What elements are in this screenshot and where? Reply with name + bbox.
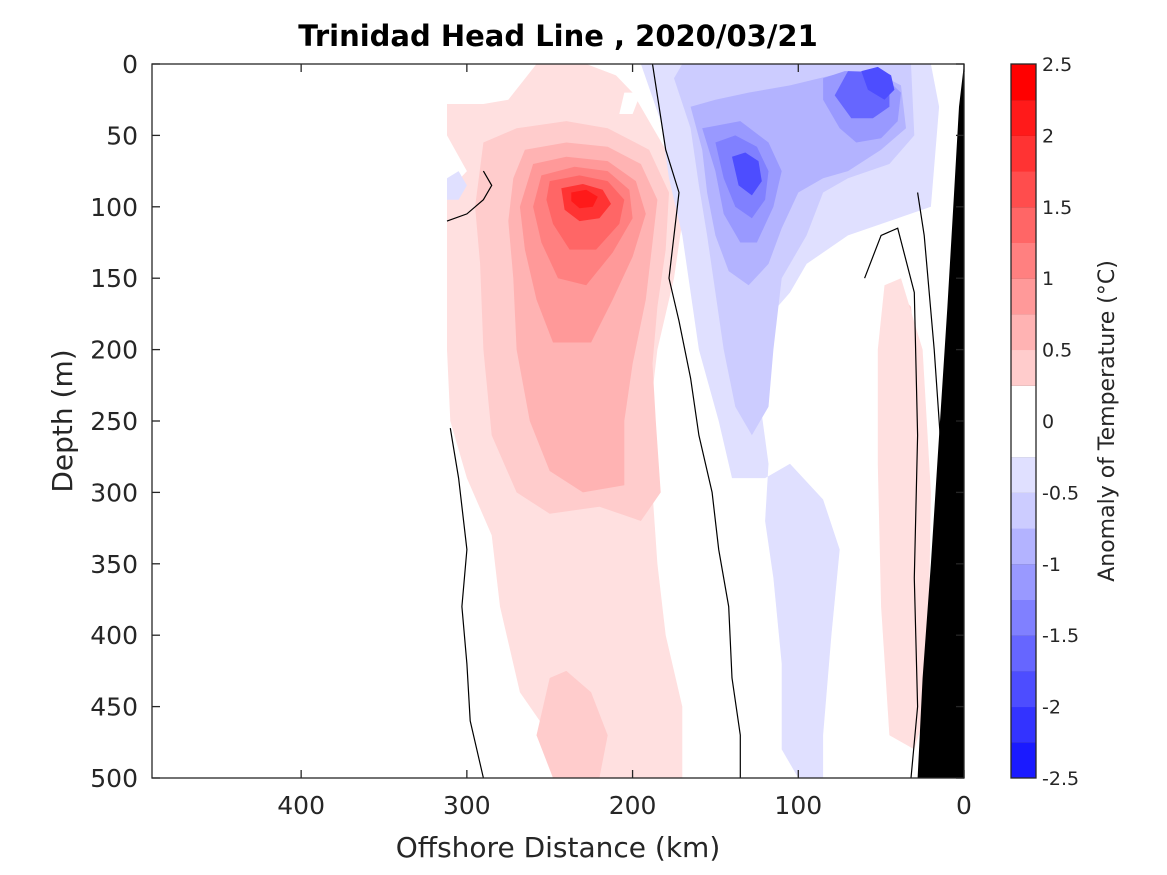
zero-contour-line-2 <box>449 428 484 778</box>
colorbar-swatch <box>1011 349 1036 386</box>
y-tick-label: 150 <box>90 264 138 293</box>
anomaly-field <box>447 64 940 778</box>
colorbar-tick-label: -2.5 <box>1042 768 1079 790</box>
x-tick-label: 400 <box>277 791 325 820</box>
anomaly-region-warm-7 <box>571 189 598 209</box>
x-tick-label: 100 <box>774 791 822 820</box>
colorbar-tick-label: -2 <box>1042 697 1061 719</box>
colorbar-swatch <box>1011 206 1036 243</box>
colorbar-tick-label: -1.5 <box>1042 625 1079 647</box>
x-axis-label: Offshore Distance (km) <box>396 831 721 864</box>
colorbar-tick-label: 0 <box>1042 411 1054 433</box>
colorbar-tick-label: 1.5 <box>1042 197 1072 219</box>
colorbar-tick-label: 0.5 <box>1042 340 1072 362</box>
y-tick-label: 500 <box>90 764 138 793</box>
colorbar-tick-label: -0.5 <box>1042 482 1079 504</box>
zero-contour-line-1 <box>446 170 493 222</box>
y-tick-label: 300 <box>90 478 138 507</box>
colorbar: 2.5 2 1.5 1 0.5 0 -0.5 -1 -1.5 -2 -2.5 <box>1010 54 1079 790</box>
x-axis-ticks: 400 300 200 100 0 <box>277 64 972 820</box>
anomaly-region-cold-22 <box>447 171 467 200</box>
y-tick-label: 250 <box>90 407 138 436</box>
colorbar-swatch <box>1011 706 1036 743</box>
colorbar-swatch <box>1011 278 1036 315</box>
chart-title: Trinidad Head Line , 2020/03/21 <box>298 19 818 53</box>
colorbar-swatch <box>1011 64 1036 101</box>
colorbar-swatch <box>1011 313 1036 351</box>
zero-contour-line-0 <box>651 64 741 778</box>
colorbar-swatch <box>1011 635 1036 672</box>
colorbar-swatch <box>1011 670 1036 708</box>
anomaly-region-white-21 <box>619 92 641 114</box>
anomaly-region-cold-18 <box>732 152 762 196</box>
y-tick-label: 0 <box>122 50 138 79</box>
x-tick-label: 200 <box>609 791 657 820</box>
colorbar-label: Anomaly of Temperature (°C) <box>1095 260 1120 582</box>
zero-contour-line-3 <box>864 227 919 778</box>
y-axis-ticks: 0 50 100 150 200 250 300 350 400 450 500 <box>90 50 964 793</box>
anomaly-region-white-20 <box>793 378 815 414</box>
colorbar-swatch <box>1011 492 1036 529</box>
colorbar-swatch <box>1011 135 1036 172</box>
colorbar-swatch <box>1011 99 1036 136</box>
y-tick-label: 100 <box>90 193 138 222</box>
colorbar-swatch <box>1011 742 1036 779</box>
colorbar-swatch <box>1011 385 1036 422</box>
colorbar-swatch <box>1011 456 1036 493</box>
y-tick-label: 350 <box>90 550 138 579</box>
colorbar-tick-label: 2 <box>1042 125 1054 147</box>
colorbar-swatch <box>1011 563 1036 600</box>
colorbar-swatch <box>1011 242 1036 279</box>
y-tick-label: 50 <box>106 121 138 150</box>
anomaly-region-warm-8 <box>536 670 608 778</box>
colorbar-swatch <box>1011 421 1036 458</box>
colorbar-swatch <box>1011 599 1036 636</box>
x-tick-label: 0 <box>956 791 972 820</box>
anomaly-region-cold-19 <box>861 66 895 100</box>
y-tick-label: 400 <box>90 621 138 650</box>
y-tick-label: 450 <box>90 693 138 722</box>
seafloor-land <box>917 64 964 778</box>
land-mask <box>917 64 964 778</box>
x-tick-label: 300 <box>443 791 491 820</box>
colorbar-swatch <box>1011 528 1036 565</box>
colorbar-tick-label: 1 <box>1042 268 1054 290</box>
colorbar-tick-label: 2.5 <box>1042 54 1072 76</box>
colorbar-swatch <box>1011 171 1036 208</box>
colorbar-frame <box>1010 63 1037 779</box>
colorbar-tick-label: -1 <box>1042 554 1061 576</box>
y-tick-label: 200 <box>90 336 138 365</box>
y-axis-label: Depth (m) <box>46 349 79 492</box>
anomaly-region-warm-10 <box>877 278 931 750</box>
